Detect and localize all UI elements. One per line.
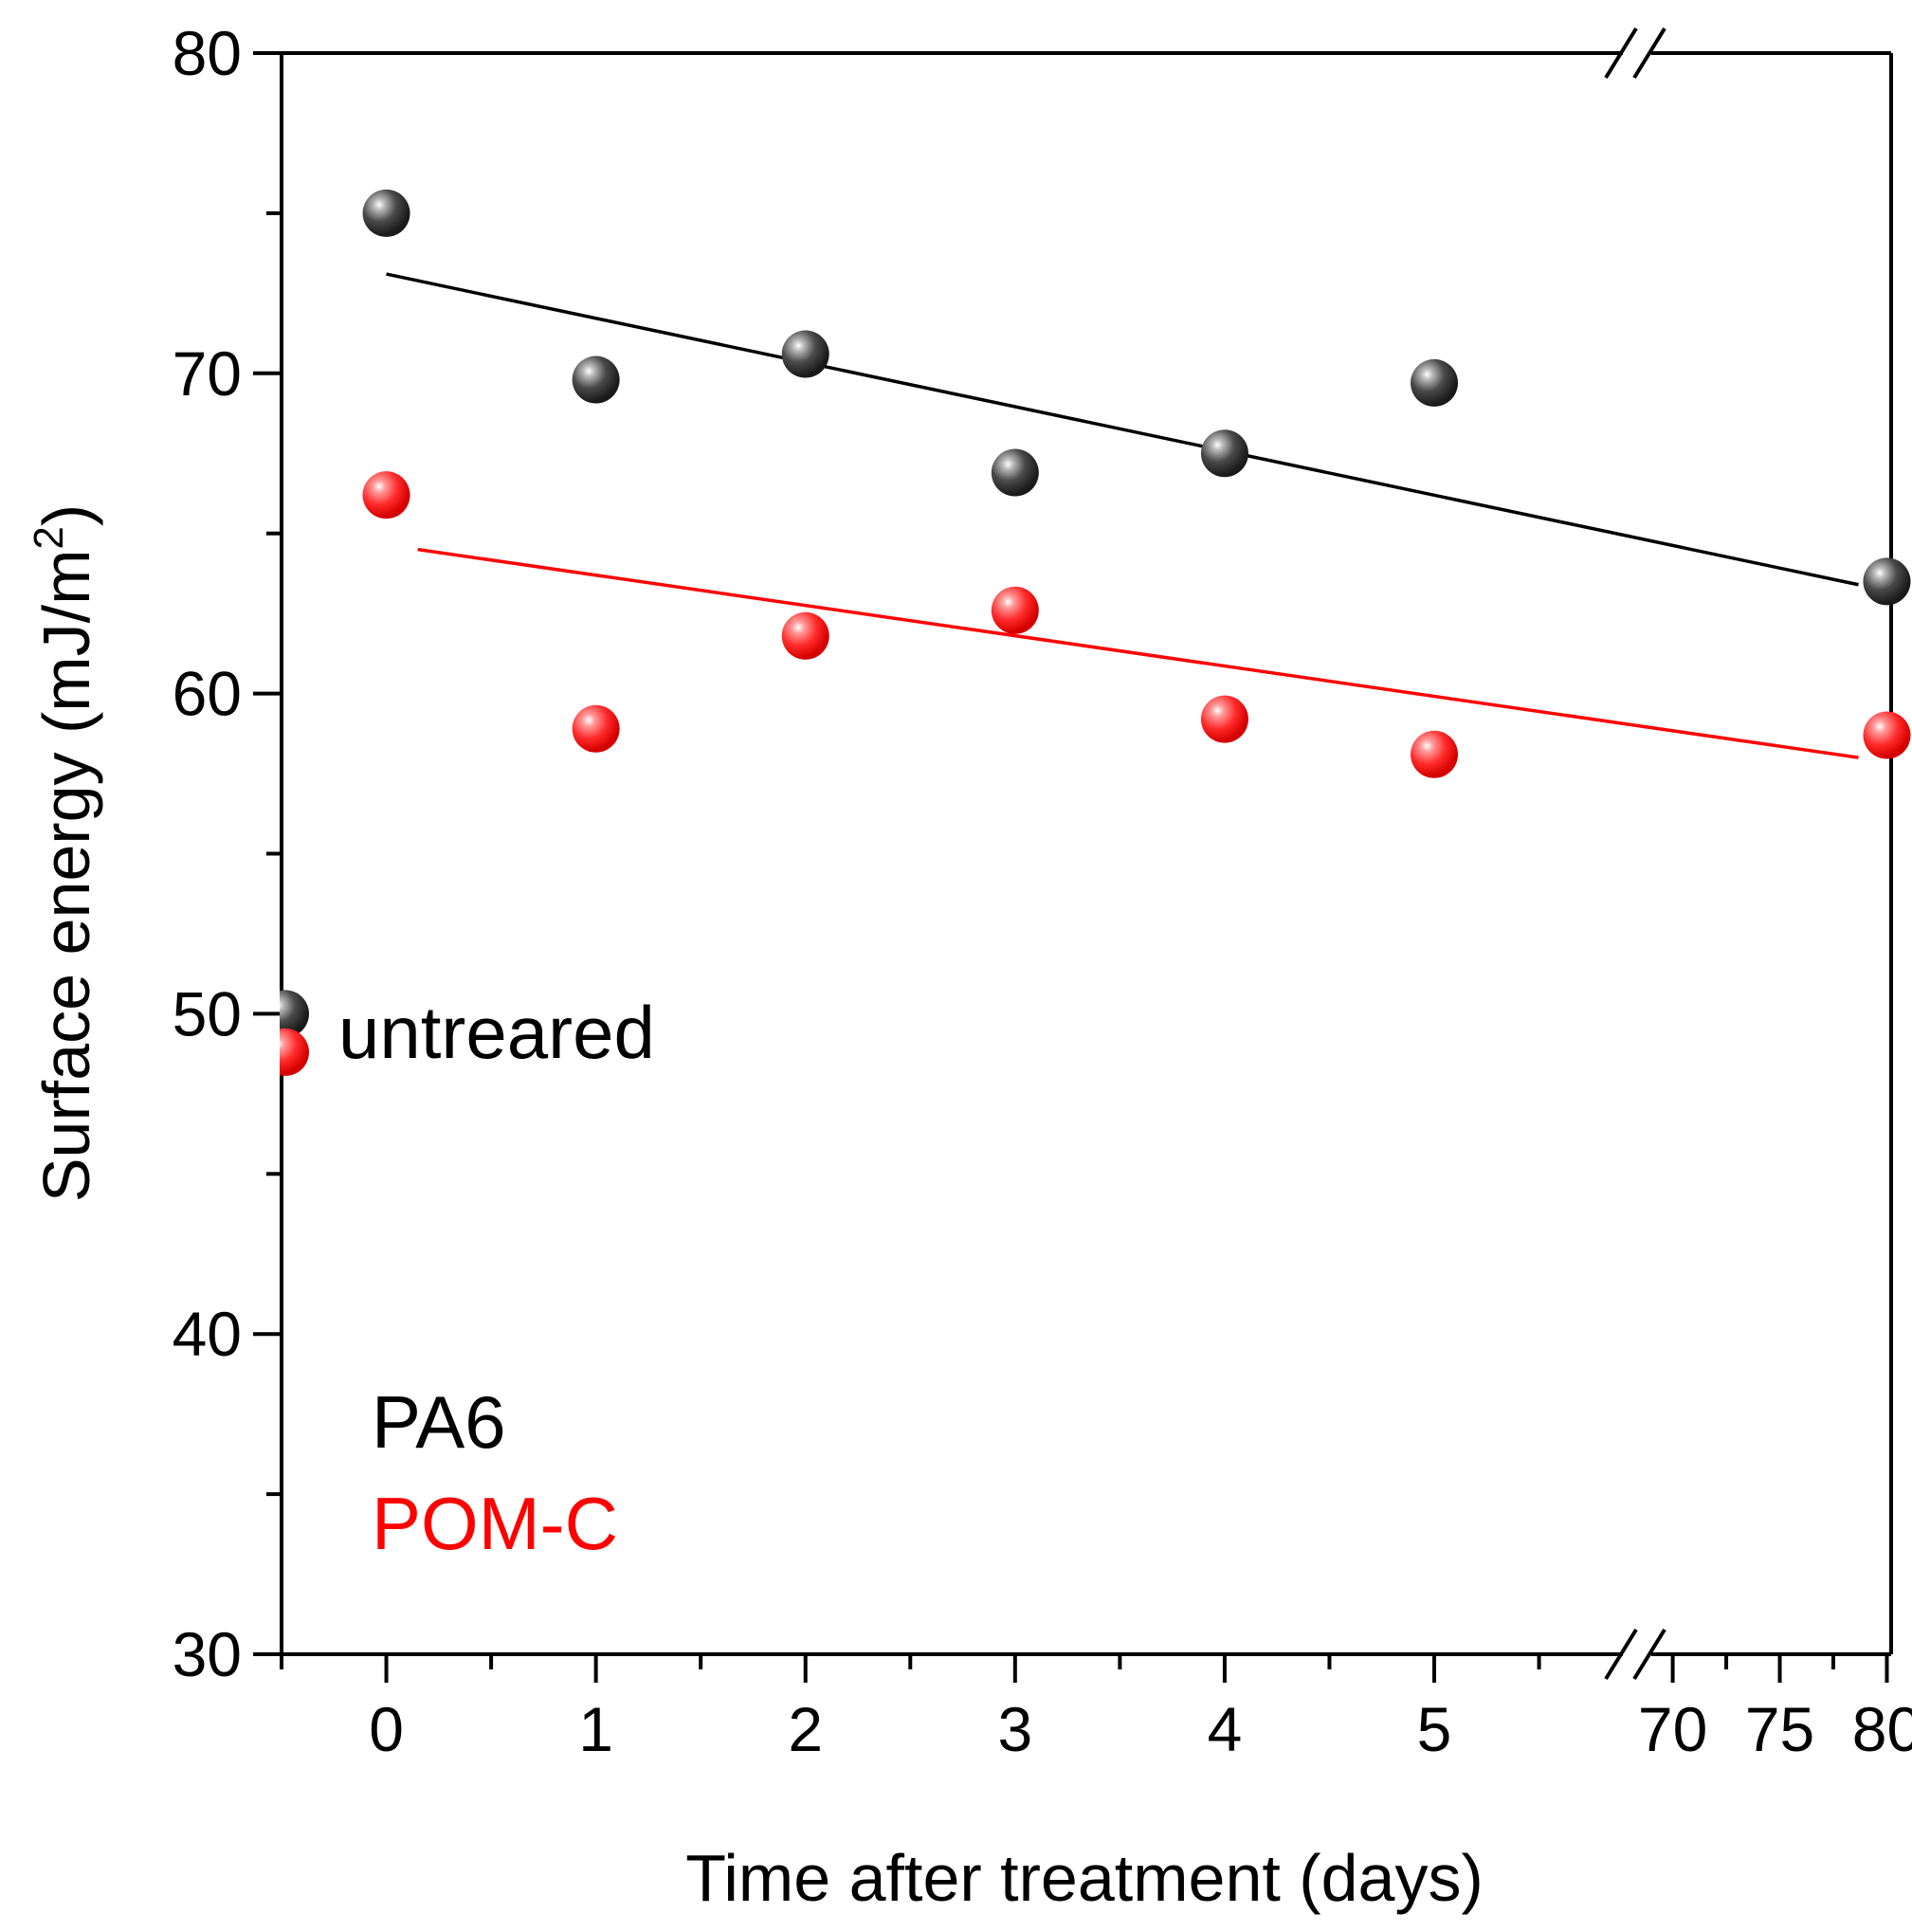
plot-frame <box>280 51 1893 1656</box>
x-axis-title: Time after treatment (days) <box>685 1841 1484 1915</box>
y-tick-label: 40 <box>173 1299 242 1369</box>
data-point-pa6 <box>781 330 829 378</box>
legend-pomc-label: POM-C <box>372 1482 618 1565</box>
axis-break-slash-top-2 <box>1632 27 1666 80</box>
data-point-pa6 <box>572 355 620 404</box>
data-point-pomc <box>1863 711 1911 759</box>
data-point-pa6 <box>1411 358 1459 407</box>
data-point-pomc <box>572 704 620 753</box>
axis-break-slash-bottom-2 <box>1632 1628 1666 1681</box>
y-tick-label: 60 <box>173 659 242 729</box>
data-point-pomc <box>1411 730 1459 778</box>
y-axis-title: Surface energy (mJ/m2) <box>26 504 103 1202</box>
trend-line-pomc <box>417 547 1859 759</box>
data-point-pa6 <box>991 448 1039 497</box>
untreated-points <box>280 990 309 1076</box>
axis-break-slash-top-1 <box>1604 27 1638 80</box>
x-axis-ticks: 0 1 2 3 4 5 70 75 80 <box>280 1654 1912 1764</box>
x-tick-label: 70 <box>1638 1694 1707 1764</box>
untreated-point-pomc <box>280 1028 309 1076</box>
y-tick-label: 70 <box>173 338 242 409</box>
trend-line-pa6 <box>386 272 1859 587</box>
data-point-pomc <box>991 586 1039 634</box>
data-point-pa6 <box>1863 557 1911 606</box>
y-axis-title-close: ) <box>29 504 103 526</box>
untreated-point-pa6 <box>280 990 309 1038</box>
data-point-pomc <box>781 611 829 660</box>
axis-break-slash-bottom-1 <box>1604 1628 1638 1681</box>
y-axis-ticks: 30 40 50 60 70 80 <box>173 18 282 1689</box>
x-tick-label: 0 <box>369 1694 404 1764</box>
data-point-pa6 <box>1200 429 1248 478</box>
y-axis-title-main: Surface energy (mJ/m <box>29 550 103 1203</box>
x-tick-label: 80 <box>1852 1694 1912 1764</box>
x-tick-label: 2 <box>788 1694 823 1764</box>
x-tick-label: 4 <box>1208 1694 1243 1764</box>
y-tick-label: 50 <box>173 978 242 1048</box>
data-point-pomc <box>1200 695 1248 743</box>
y-tick-label: 80 <box>173 18 242 88</box>
trend-lines <box>386 272 1859 759</box>
data-point-pomc <box>362 471 410 519</box>
axis-break-marks <box>1604 27 1666 1681</box>
x-tick-label: 3 <box>997 1694 1032 1764</box>
untreated-annotation: untreared <box>338 991 655 1074</box>
x-tick-label: 75 <box>1745 1694 1814 1764</box>
x-tick-label: 1 <box>578 1694 613 1764</box>
data-point-pa6 <box>362 189 410 237</box>
y-axis-title-superscript: 2 <box>26 526 72 549</box>
data-points <box>280 189 1911 1076</box>
legend-pa6-label: PA6 <box>372 1380 506 1464</box>
x-tick-label: 5 <box>1417 1694 1452 1764</box>
y-tick-label: 30 <box>173 1619 242 1689</box>
